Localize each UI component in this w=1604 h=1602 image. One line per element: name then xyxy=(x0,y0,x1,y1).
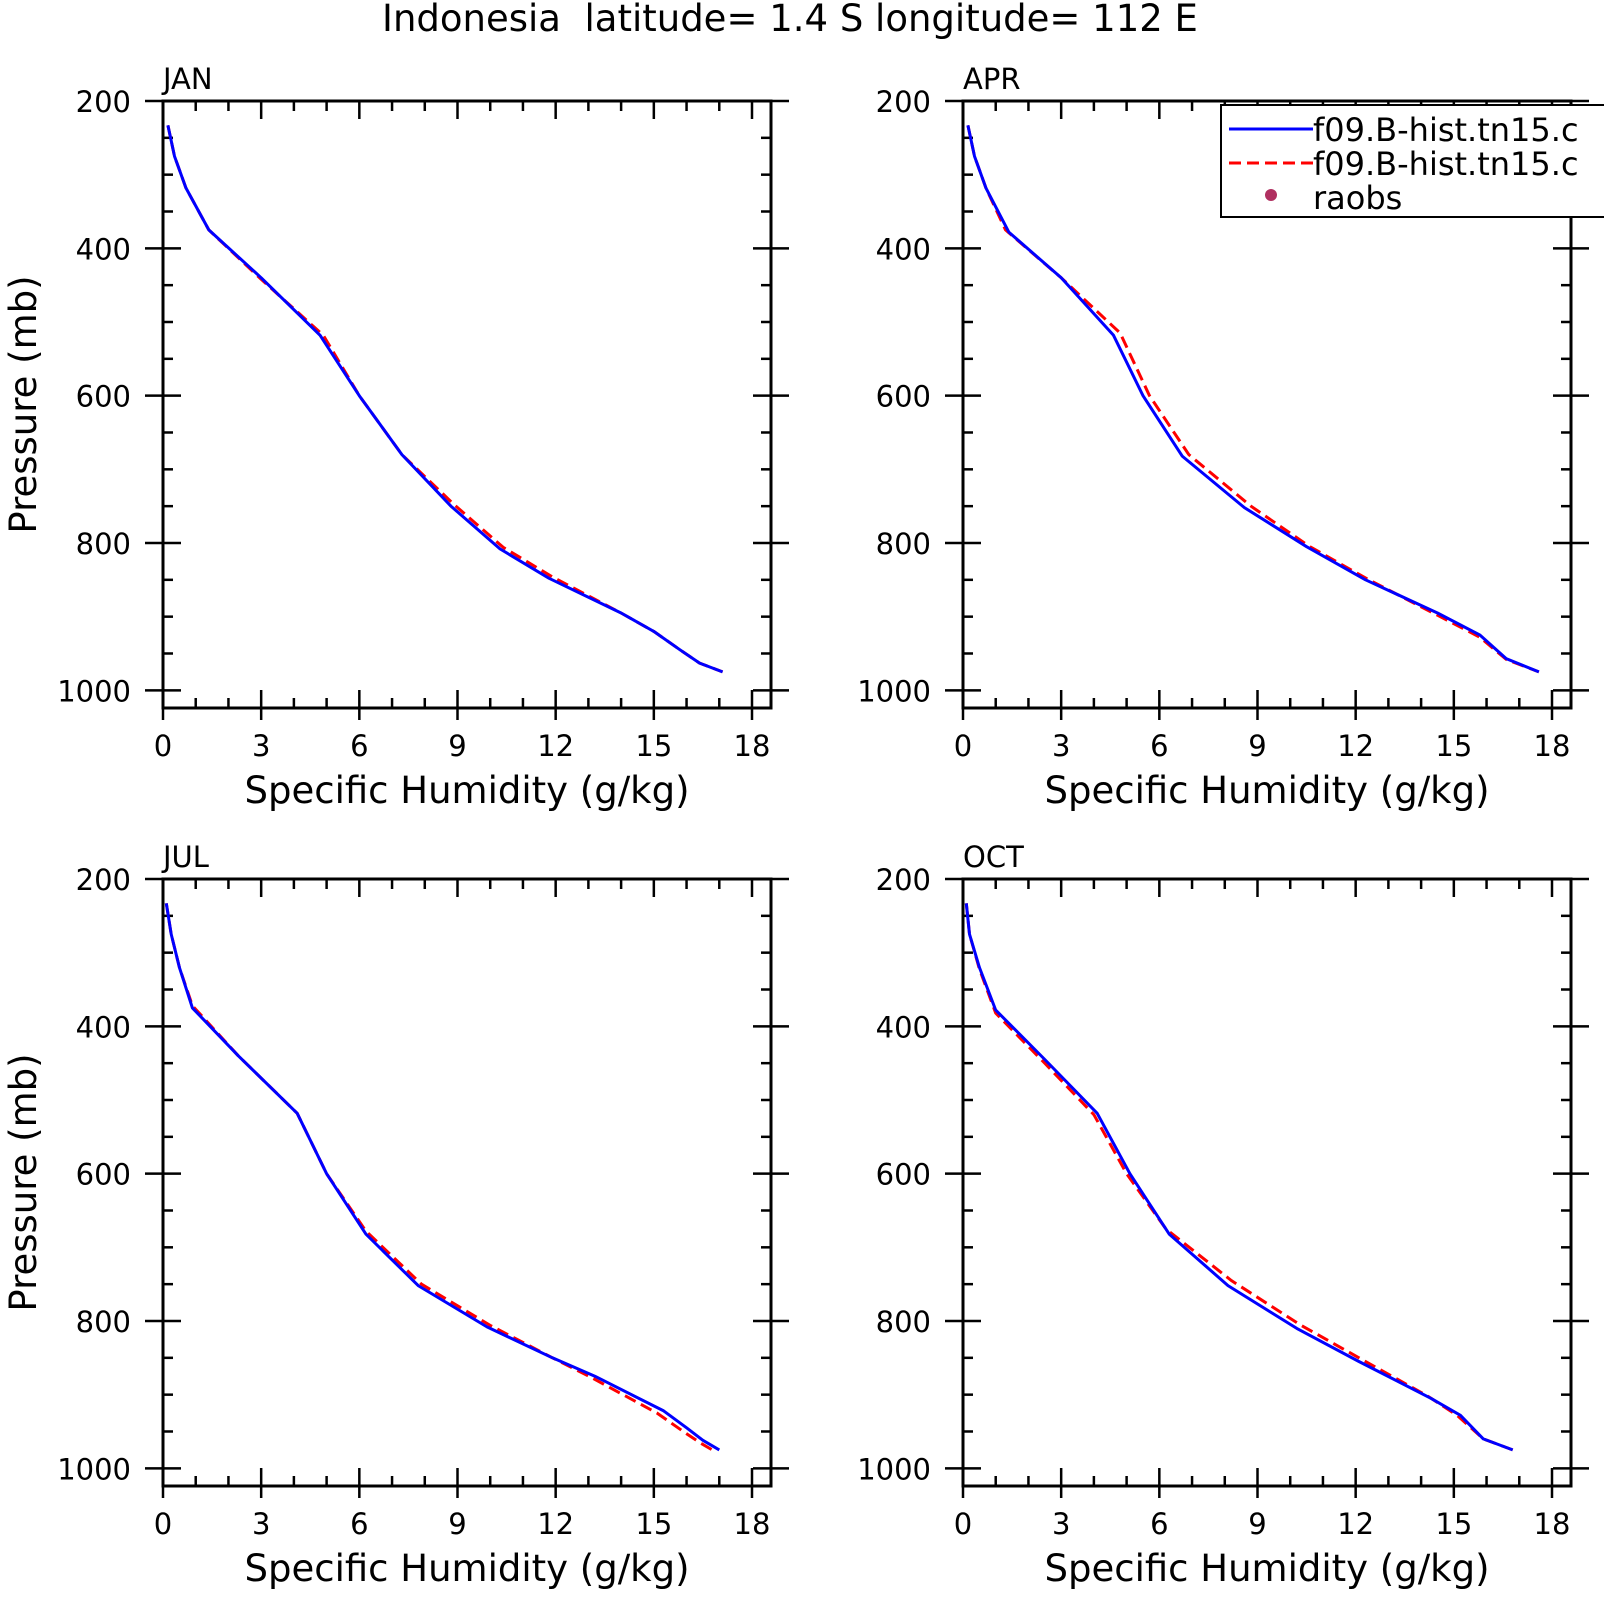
panel-jul-xlabel: Specific Humidity (g/kg) xyxy=(244,1547,689,1590)
panel-oct-xlabel: Specific Humidity (g/kg) xyxy=(1044,1547,1489,1590)
panel-oct-xtick-label: 9 xyxy=(1248,1507,1266,1541)
panel-jan-frame xyxy=(161,99,773,710)
panel-apr-xtick-label: 3 xyxy=(1052,729,1070,763)
panel-jan-ytick-label: 400 xyxy=(76,232,131,266)
panel-jul-xtick-label: 18 xyxy=(734,1507,771,1541)
panel-jul-xtick-label: 12 xyxy=(537,1507,574,1541)
panel-jul-xtick-label: 6 xyxy=(350,1507,368,1541)
panel-jul-xtick-label: 15 xyxy=(635,1507,672,1541)
panel-jul-ytick-label: 800 xyxy=(76,1305,131,1339)
panel-jan-label: JAN xyxy=(161,62,213,96)
panel-oct-ytick-label: 1000 xyxy=(857,1452,931,1486)
panel-apr-xtick-label: 0 xyxy=(954,729,972,763)
panel-jan: JAN 0 3 6 9 12 15 18 200 400 600 800 1000 Specific Hu… xyxy=(2,62,789,812)
panel-apr-ytick-label: 600 xyxy=(876,380,931,414)
panel-jul-ytick-label: 1000 xyxy=(57,1452,131,1486)
panel-oct: OCT 0 3 6 9 12 15 18 200 400 600 800 1000 Specific Hu… xyxy=(857,840,1589,1590)
panel-jan-xtick-label: 3 xyxy=(252,729,270,763)
panel-apr-ytick-label: 200 xyxy=(876,85,931,119)
panel-jul-ytick-label: 200 xyxy=(76,863,131,897)
panel-jan-ylabel: Pressure (mb) xyxy=(2,275,45,533)
panel-oct-xtick-label: 0 xyxy=(954,1507,972,1541)
legend-box xyxy=(1220,104,1604,218)
panel-oct-xtick-label: 12 xyxy=(1337,1507,1374,1541)
panel-jul-xtick-label: 0 xyxy=(154,1507,172,1541)
panel-oct-xtick-label: 18 xyxy=(1534,1507,1571,1541)
panel-jul: JUL 0 3 6 9 12 15 18 200 400 600 800 1000 Specific Hu… xyxy=(2,840,789,1590)
panel-oct-ytick-label: 600 xyxy=(876,1158,931,1192)
panel-apr-ytick-label: 400 xyxy=(876,232,931,266)
panel-jul-ytick-label: 400 xyxy=(76,1010,131,1044)
panel-jul-label: JUL xyxy=(161,840,209,874)
panel-apr-ytick-label: 800 xyxy=(876,527,931,561)
panel-oct-series-blue-solid xyxy=(964,903,1514,1452)
panel-apr-label: APR xyxy=(963,62,1020,96)
panel-apr-xtick-label: 9 xyxy=(1248,729,1266,763)
panel-oct-ytick-label: 800 xyxy=(876,1305,931,1339)
panel-oct-xtick-label: 15 xyxy=(1435,1507,1472,1541)
panel-oct-label: OCT xyxy=(963,840,1024,874)
panel-jan-ytick-label: 200 xyxy=(76,85,131,119)
panel-jul-series-blue-solid xyxy=(164,903,721,1452)
legend: f09.B-hist.tn15.c f09.B-hist.tn15.c raob… xyxy=(1220,104,1604,218)
panel-apr-frame xyxy=(961,99,1573,710)
figure-title: Indonesia latitude= 1.4 S longitude= 112… xyxy=(382,0,1198,40)
panel-jul-ytick-label: 600 xyxy=(76,1158,131,1192)
panel-jan-xtick-label: 15 xyxy=(635,729,672,763)
panel-jan-ytick-label: 800 xyxy=(76,527,131,561)
panel-apr-xlabel: Specific Humidity (g/kg) xyxy=(1044,769,1489,812)
panel-jan-xtick-label: 12 xyxy=(537,729,574,763)
legend-marker-raobs xyxy=(1265,189,1277,201)
legend-label-1: f09.B-hist.tn15.c xyxy=(1313,111,1579,149)
panel-jul-xtick-label: 3 xyxy=(252,1507,270,1541)
panel-jan-ytick-label: 600 xyxy=(76,380,131,414)
panel-apr-xtick-label: 6 xyxy=(1150,729,1168,763)
panel-oct-xtick-label: 3 xyxy=(1052,1507,1070,1541)
panel-jan-ytick-label: 1000 xyxy=(57,674,131,708)
panel-jan-xtick-label: 6 xyxy=(350,729,368,763)
panel-oct-ytick-label: 400 xyxy=(876,1010,931,1044)
panel-apr-xtick-label: 15 xyxy=(1435,729,1472,763)
panel-apr-series-blue-solid xyxy=(966,124,1540,674)
panel-jan-xlabel: Specific Humidity (g/kg) xyxy=(244,769,689,812)
panel-oct-xtick-label: 6 xyxy=(1150,1507,1168,1541)
panel-jan-xtick-label: 0 xyxy=(154,729,172,763)
panel-apr-xtick-label: 18 xyxy=(1534,729,1571,763)
panel-jan-series-blue-solid xyxy=(166,124,724,674)
panel-oct-frame xyxy=(961,877,1573,1488)
panel-apr-ytick-label: 1000 xyxy=(857,674,931,708)
panel-jul-xtick-label: 9 xyxy=(448,1507,466,1541)
panel-jul-ylabel: Pressure (mb) xyxy=(2,1053,45,1311)
panel-oct-ytick-label: 200 xyxy=(876,863,931,897)
panel-jan-xtick-label: 18 xyxy=(734,729,771,763)
panel-jul-frame xyxy=(161,877,773,1488)
panel-jan-xtick-label: 9 xyxy=(448,729,466,763)
legend-label-3: raobs xyxy=(1313,179,1402,217)
panel-apr-xtick-label: 12 xyxy=(1337,729,1374,763)
legend-label-2: f09.B-hist.tn15.c xyxy=(1313,145,1579,183)
